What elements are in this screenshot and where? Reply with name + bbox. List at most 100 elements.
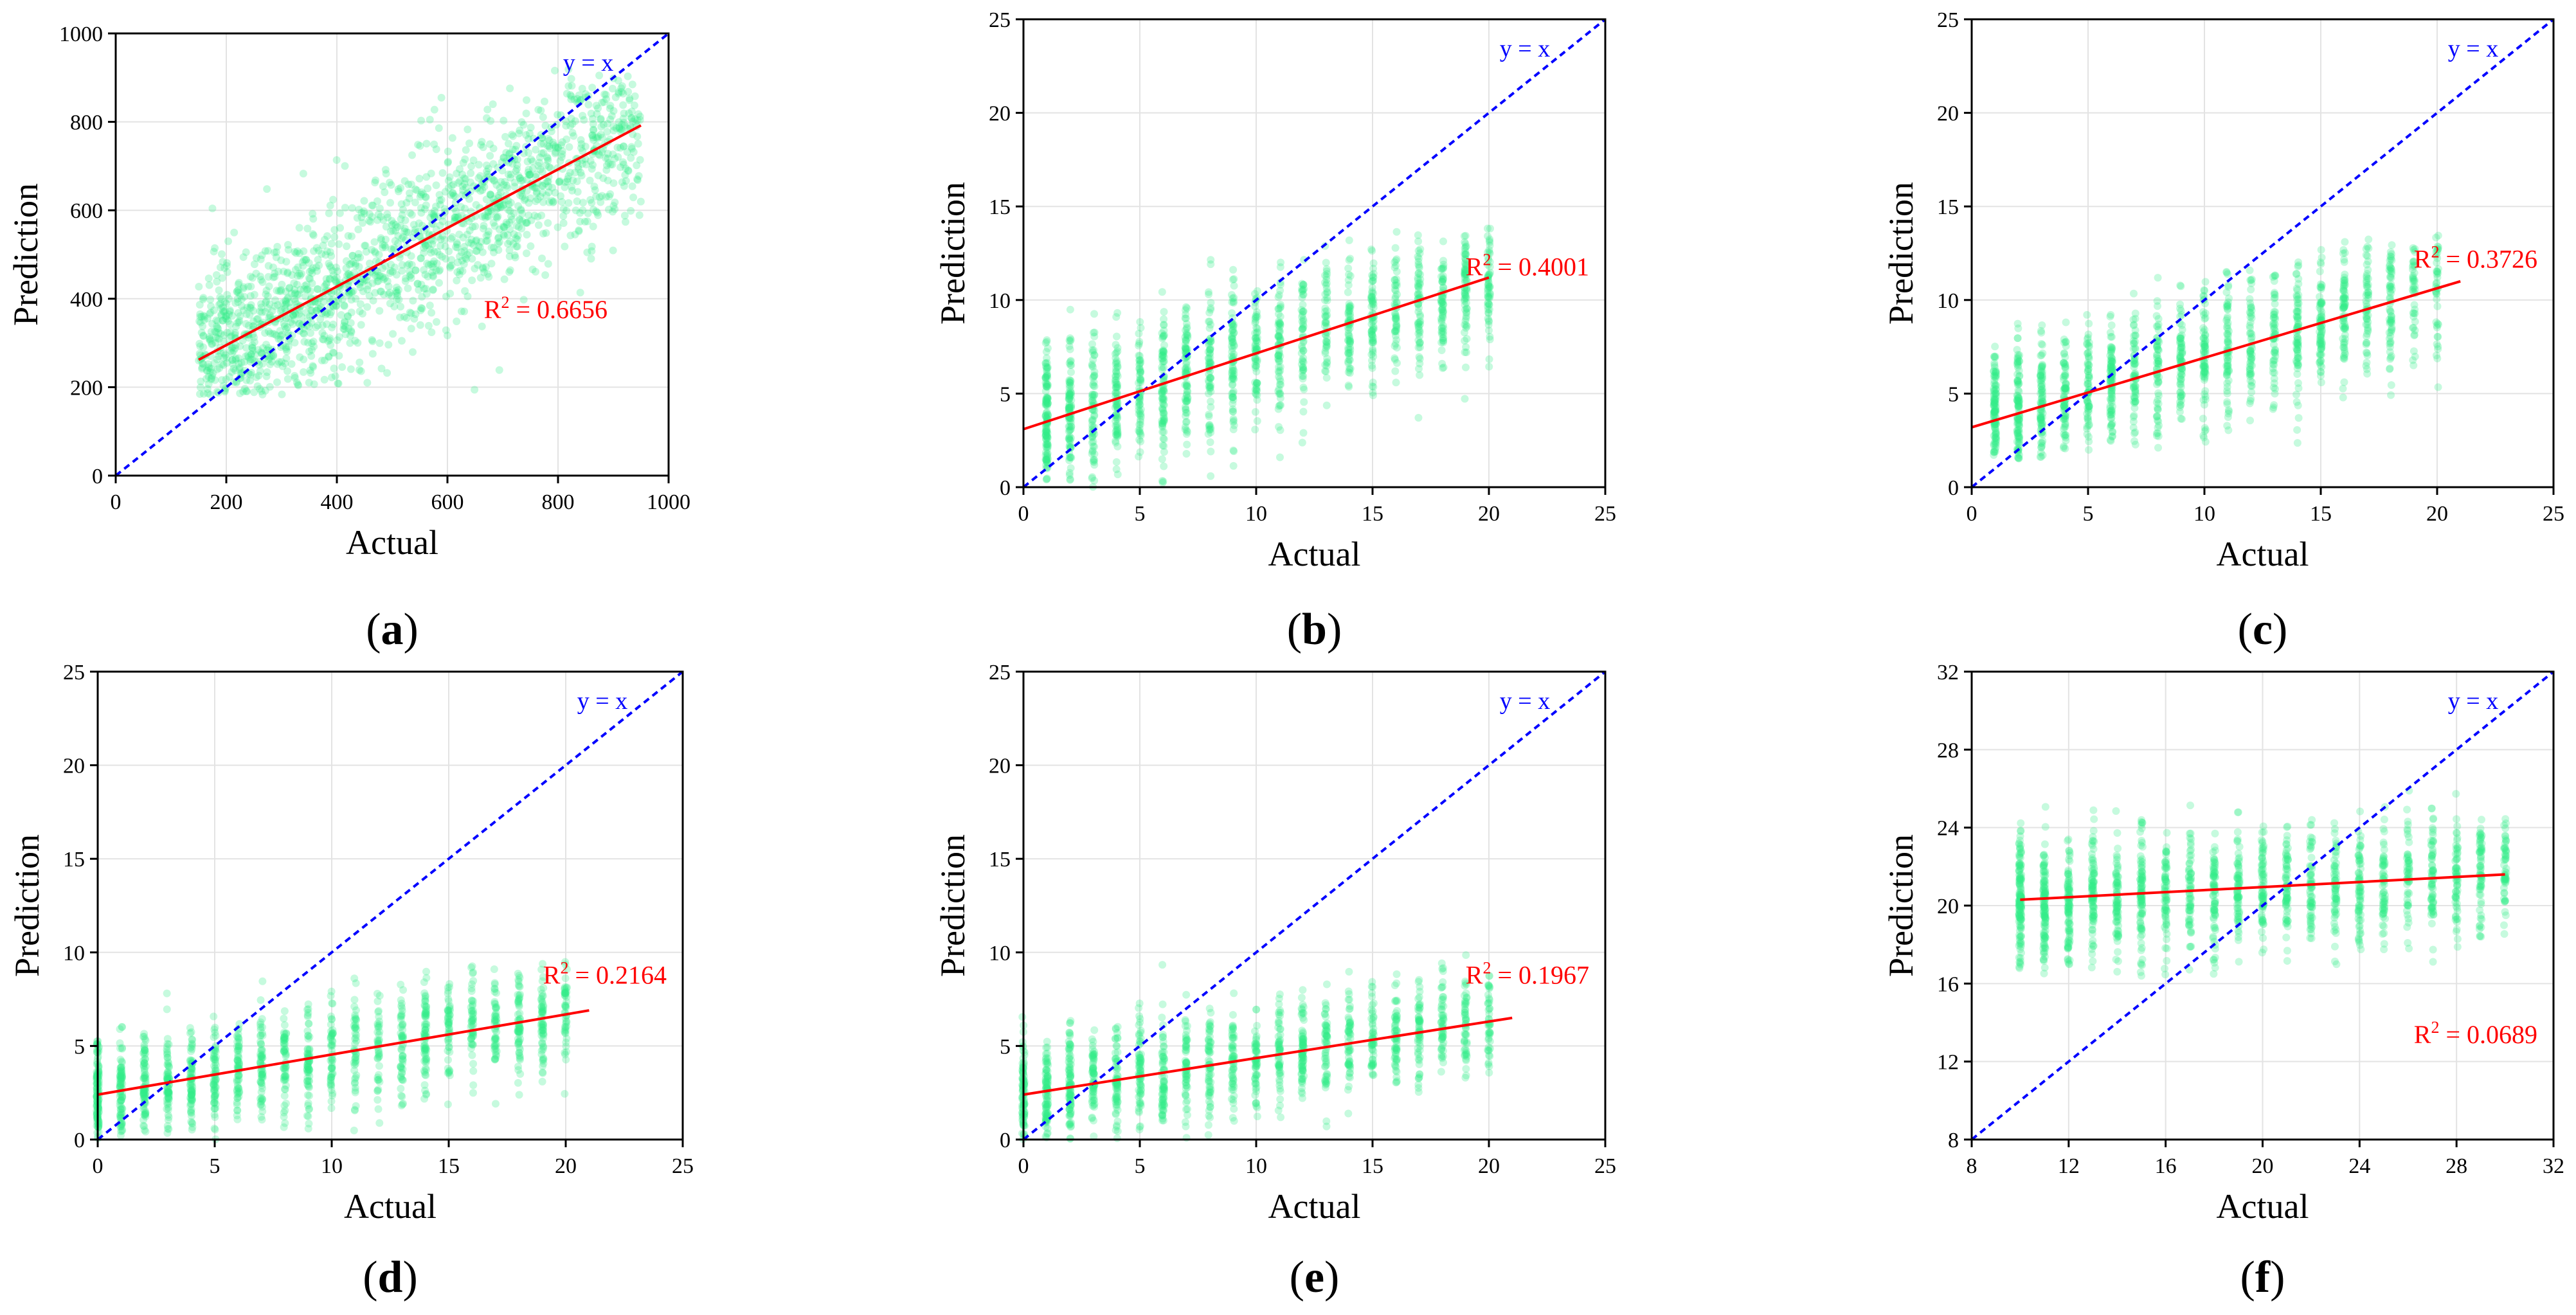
scatter-point	[293, 291, 302, 299]
scatter-point	[258, 349, 266, 357]
scatter-point	[199, 389, 208, 398]
scatter-point	[250, 291, 258, 299]
scatter-point	[2107, 333, 2115, 341]
scatter-point	[523, 231, 531, 239]
scatter-point	[1299, 365, 1307, 373]
scatter-point	[1416, 271, 1425, 279]
scatter-point	[2015, 433, 2024, 441]
scatter-point	[228, 344, 236, 352]
scatter-point	[2247, 388, 2256, 397]
scatter-point	[236, 342, 244, 350]
scatter-point	[208, 340, 216, 348]
scatter-point	[545, 183, 553, 191]
scatter-point	[1067, 368, 1076, 376]
scatter-point	[444, 147, 452, 156]
scatter-point	[505, 252, 514, 260]
scatter-point	[1990, 352, 1999, 361]
scatter-point	[257, 303, 266, 312]
y-tick-label: 15	[1937, 195, 1959, 219]
scatter-point	[1414, 323, 1423, 331]
scatter-point	[1135, 452, 1143, 461]
scatter-point	[1065, 395, 1073, 403]
scatter-point	[2317, 378, 2325, 386]
scatter-point	[523, 219, 532, 227]
scatter-point	[262, 341, 271, 349]
scatter-point	[338, 363, 347, 371]
scatter-point	[2247, 307, 2256, 315]
scatter-point	[381, 235, 390, 244]
scatter-point	[2318, 283, 2326, 291]
scatter-point	[542, 192, 550, 200]
scatter-point	[1345, 332, 1353, 341]
scatter-point	[634, 139, 642, 148]
scatter-point	[1207, 472, 1215, 480]
scatter-point	[564, 65, 573, 73]
scatter-point	[2131, 314, 2139, 323]
scatter-point	[466, 178, 474, 186]
scatter-point	[345, 270, 353, 278]
scatter-point	[572, 206, 580, 215]
scatter-point	[604, 176, 612, 184]
scatter-point	[213, 278, 221, 286]
scatter-point	[417, 116, 426, 125]
scatter-point	[354, 226, 363, 234]
scatter-point	[519, 121, 528, 129]
scatter-point	[566, 91, 575, 99]
scatter-point	[2154, 389, 2163, 397]
scatter-point	[543, 141, 552, 150]
scatter-point	[1368, 364, 1376, 372]
scatter-point	[2062, 431, 2070, 439]
scatter-point	[599, 120, 608, 129]
scatter-point	[2130, 437, 2138, 445]
scatter-point	[314, 256, 322, 264]
scatter-point	[371, 249, 379, 257]
scatter-point	[500, 154, 508, 162]
scatter-point	[1321, 367, 1329, 375]
scatter-point	[2432, 351, 2440, 359]
scatter-point	[573, 177, 581, 186]
scatter-point	[442, 255, 450, 263]
scatter-point	[1181, 306, 1189, 314]
scatter-point	[458, 256, 466, 265]
scatter-point	[357, 213, 366, 222]
scatter-point	[545, 142, 554, 150]
scatter-point	[396, 222, 404, 230]
scatter-point	[384, 341, 393, 349]
scatter-point	[2294, 258, 2303, 266]
scatter-point	[533, 188, 541, 196]
scatter-point	[333, 288, 341, 296]
scatter-point	[392, 227, 400, 235]
scatter-point	[505, 268, 514, 276]
scatter-point	[208, 339, 216, 348]
scatter-point	[1182, 449, 1191, 458]
x-tick-label: 0	[1967, 502, 1977, 526]
scatter-point	[609, 127, 618, 135]
scatter-point	[2085, 339, 2093, 347]
scatter-point	[2084, 330, 2093, 339]
scatter-point	[215, 328, 223, 337]
scatter-point	[1462, 321, 1470, 330]
scatter-point	[518, 224, 526, 233]
scatter-point	[397, 337, 406, 345]
scatter-point	[487, 207, 496, 215]
scatter-point	[620, 118, 628, 127]
panel-label-close-paren: )	[404, 605, 419, 654]
scatter-point	[383, 213, 392, 222]
scatter-point	[537, 106, 545, 114]
scatter-point	[2316, 331, 2325, 339]
scatter-point	[2433, 340, 2441, 348]
scatter-point	[309, 362, 318, 371]
scatter-point	[325, 260, 333, 268]
x-tick-label: 5	[1135, 502, 1146, 526]
scatter-point	[397, 184, 405, 192]
scatter-point	[2433, 295, 2441, 303]
scatter-point	[368, 213, 376, 221]
scatter-point	[341, 330, 350, 339]
scatter-point	[1416, 355, 1424, 363]
scatter-point	[473, 236, 481, 244]
scatter-point	[232, 379, 240, 387]
scatter-point	[2246, 362, 2254, 371]
scatter-point	[331, 372, 339, 380]
scatter-point	[195, 339, 204, 348]
scatter-point	[1391, 367, 1400, 375]
